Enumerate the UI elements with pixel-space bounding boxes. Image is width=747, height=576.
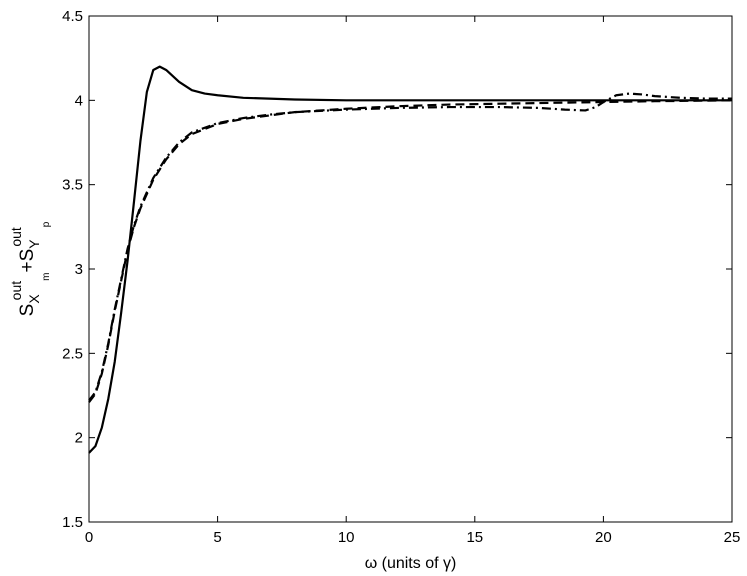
series-line-solid bbox=[88, 65, 732, 454]
axes-frame bbox=[88, 15, 733, 523]
series-line-dashdot bbox=[88, 92, 732, 402]
x-axis-ticks: 0 5 10 15 20 25 bbox=[85, 16, 741, 546]
y-tick-label: 4 bbox=[75, 92, 83, 109]
y-tick-label: 3 bbox=[75, 261, 83, 278]
y-label-part: p bbox=[41, 221, 52, 227]
y-tick-label: 2 bbox=[75, 430, 83, 447]
y-label-part: out bbox=[8, 227, 24, 247]
y-label-part: Y bbox=[26, 239, 42, 249]
x-tick-label: 0 bbox=[85, 529, 93, 546]
x-tick-label: 5 bbox=[213, 529, 221, 546]
y-axis-label: SXout m+SYout p bbox=[8, 221, 52, 316]
y-label-part: S bbox=[17, 304, 38, 317]
y-label-part: out bbox=[8, 281, 24, 301]
y-label-part: X bbox=[26, 294, 42, 304]
data-series bbox=[88, 65, 733, 454]
y-label-part: m bbox=[41, 273, 52, 281]
y-tick-label: 2.5 bbox=[62, 345, 83, 362]
x-tick-label: 15 bbox=[466, 529, 483, 546]
x-tick-label: 25 bbox=[724, 529, 741, 546]
x-axis-label: ω (units of γ) bbox=[365, 555, 457, 572]
series-line-dashed bbox=[88, 99, 733, 403]
y-tick-label: 3.5 bbox=[62, 177, 83, 194]
x-tick-label: 20 bbox=[595, 529, 612, 546]
y-axis-ticks: 1.5 2 2.5 3 3.5 4 4.5 bbox=[62, 8, 732, 531]
plot-area bbox=[88, 15, 733, 523]
y-tick-label: 4.5 bbox=[62, 8, 83, 25]
y-axis-label-text: SXout m+SYout p bbox=[8, 221, 52, 316]
y-label-part: +S bbox=[17, 249, 38, 273]
y-tick-label: 1.5 bbox=[62, 514, 83, 531]
x-tick-label: 10 bbox=[338, 529, 355, 546]
